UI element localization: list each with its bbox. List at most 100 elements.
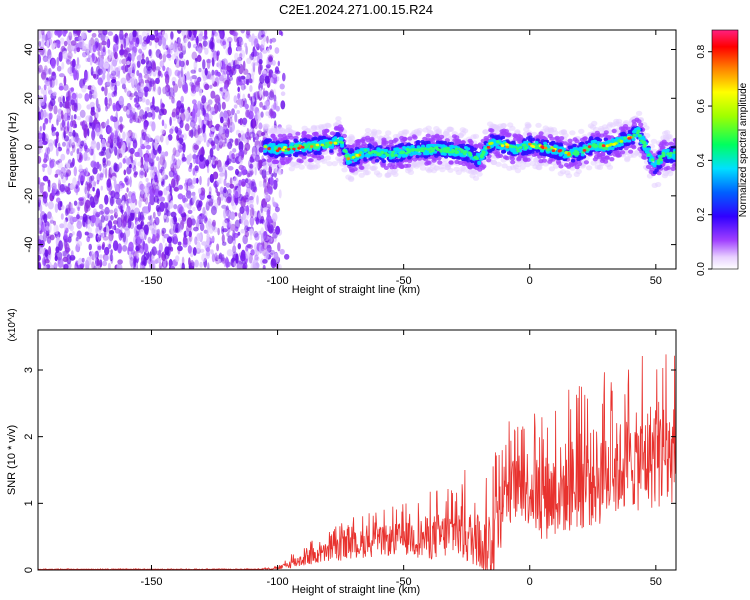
heatmap-noise-cell	[253, 49, 258, 57]
heatmap-noise-cell	[256, 195, 259, 205]
heatmap-noise-cell	[48, 245, 52, 256]
heatmap-noise-cell	[41, 163, 48, 168]
heatmap-noise-cell	[53, 263, 58, 268]
heatmap-noise-cell	[254, 154, 260, 162]
heatmap-noise-cell	[209, 148, 214, 158]
heatmap-noise-cell	[183, 219, 186, 225]
heatmap-noise-cell	[125, 88, 130, 97]
heatmap-noise-cell	[215, 133, 219, 140]
heatmap-cell	[361, 142, 367, 147]
heatmap-noise-cell	[159, 60, 165, 68]
heatmap-noise-cell	[92, 167, 98, 175]
heatmap-noise-cell	[50, 58, 56, 69]
heatmap-noise-cell	[227, 36, 233, 44]
heatmap-noise-cell	[240, 83, 246, 91]
heatmap-cell	[552, 130, 559, 136]
heatmap-noise-cell	[266, 35, 269, 44]
heatmap-noise-cell	[75, 63, 81, 69]
heatmap-noise-cell	[196, 241, 201, 253]
heatmap-noise-cell	[244, 42, 248, 48]
heatmap-noise-cell	[133, 236, 136, 245]
heatmap-noise-cell	[144, 171, 147, 178]
heatmap-noise-cell	[251, 95, 255, 107]
heatmap-noise-cell	[226, 249, 233, 257]
heatmap-noise-cell	[65, 169, 72, 177]
heatmap-cell	[396, 162, 403, 167]
heatmap-noise-cell	[190, 69, 196, 74]
heatmap-noise-cell	[38, 262, 41, 269]
heatmap-cell	[663, 129, 671, 136]
heatmap-cell	[596, 164, 604, 170]
heatmap-noise-cell	[222, 188, 229, 198]
heatmap-noise-cell	[106, 225, 110, 235]
heatmap-noise-cell	[117, 263, 123, 269]
heatmap-cell	[486, 121, 494, 127]
heatmap-noise-cell	[221, 234, 225, 243]
heatmap-noise-cell	[216, 191, 221, 197]
heatmap-noise-cell	[83, 128, 88, 139]
heatmap-noise-cell	[144, 154, 148, 162]
heatmap-noise-cell	[192, 177, 197, 185]
heatmap-noise-cell	[223, 186, 227, 194]
heatmap-noise-cell	[252, 258, 259, 269]
heatmap-noise-cell	[85, 48, 90, 56]
heatmap-cell	[514, 129, 521, 135]
heatmap-cell	[364, 164, 372, 170]
heatmap-noise-cell	[74, 123, 78, 129]
heatmap-noise-cell	[159, 154, 166, 166]
heatmap-noise-cell	[249, 216, 255, 227]
heatmap-cell	[562, 132, 569, 138]
heatmap-noise-cell	[201, 253, 207, 263]
heatmap-noise-cell	[61, 250, 67, 257]
heatmap-noise-cell	[239, 53, 243, 58]
heatmap-noise-cell	[55, 160, 60, 165]
heatmap-noise-cell	[191, 51, 198, 60]
heatmap-cell	[654, 168, 659, 172]
heatmap-noise-cell	[206, 251, 210, 257]
heatmap-noise-cell	[245, 182, 251, 189]
heatmap-cell	[459, 165, 466, 172]
heatmap-cell	[628, 149, 634, 154]
heatmap-noise-cell	[118, 39, 124, 45]
heatmap-noise-cell	[132, 107, 136, 114]
heatmap-noise-cell	[85, 205, 91, 212]
heatmap-cell	[324, 128, 330, 133]
heatmap-noise-cell	[99, 134, 103, 140]
heatmap-noise-cell	[73, 30, 79, 34]
heatmap-noise-cell	[237, 119, 242, 124]
heatmap-noise-cell	[113, 179, 117, 189]
heatmap-noise-cell	[111, 78, 116, 84]
heatmap-cell	[624, 155, 631, 161]
heatmap-noise-cell	[38, 40, 41, 47]
heatmap-noise-cell	[228, 76, 233, 81]
heatmap-noise-cell	[170, 38, 174, 47]
heatmap-noise-cell	[89, 232, 95, 239]
heatmap-noise-cell	[241, 79, 246, 86]
heatmap-cell	[592, 157, 598, 162]
heatmap-noise-cell	[106, 81, 112, 86]
heatmap-noise-cell	[227, 193, 232, 203]
heatmap-noise-cell	[235, 168, 239, 176]
heatmap-noise-cell	[271, 37, 277, 43]
heatmap-noise-cell	[165, 136, 170, 146]
heatmap-noise-cell	[53, 105, 58, 115]
heatmap-noise-cell	[210, 141, 215, 147]
heatmap-noise-cell	[236, 110, 240, 114]
heatmap-noise-cell	[114, 211, 118, 219]
heatmap-noise-cell	[282, 72, 286, 82]
heatmap-cell	[623, 120, 630, 126]
heatmap-noise-cell	[73, 102, 78, 113]
heatmap-noise-cell	[182, 236, 188, 246]
heatmap-noise-cell	[210, 139, 215, 146]
heatmap-noise-cell	[129, 208, 136, 214]
heatmap-cell	[655, 181, 662, 188]
heatmap-noise-cell	[128, 216, 131, 225]
heatmap-noise-cell	[254, 166, 257, 176]
heatmap-noise-cell	[256, 130, 263, 138]
heatmap-noise-cell	[99, 254, 103, 259]
heatmap-noise-cell	[148, 186, 152, 195]
heatmap-noise-cell	[255, 217, 260, 225]
heatmap-noise-cell	[122, 245, 128, 252]
heatmap-noise-cell	[199, 187, 206, 196]
heatmap-noise-cell	[196, 45, 203, 53]
